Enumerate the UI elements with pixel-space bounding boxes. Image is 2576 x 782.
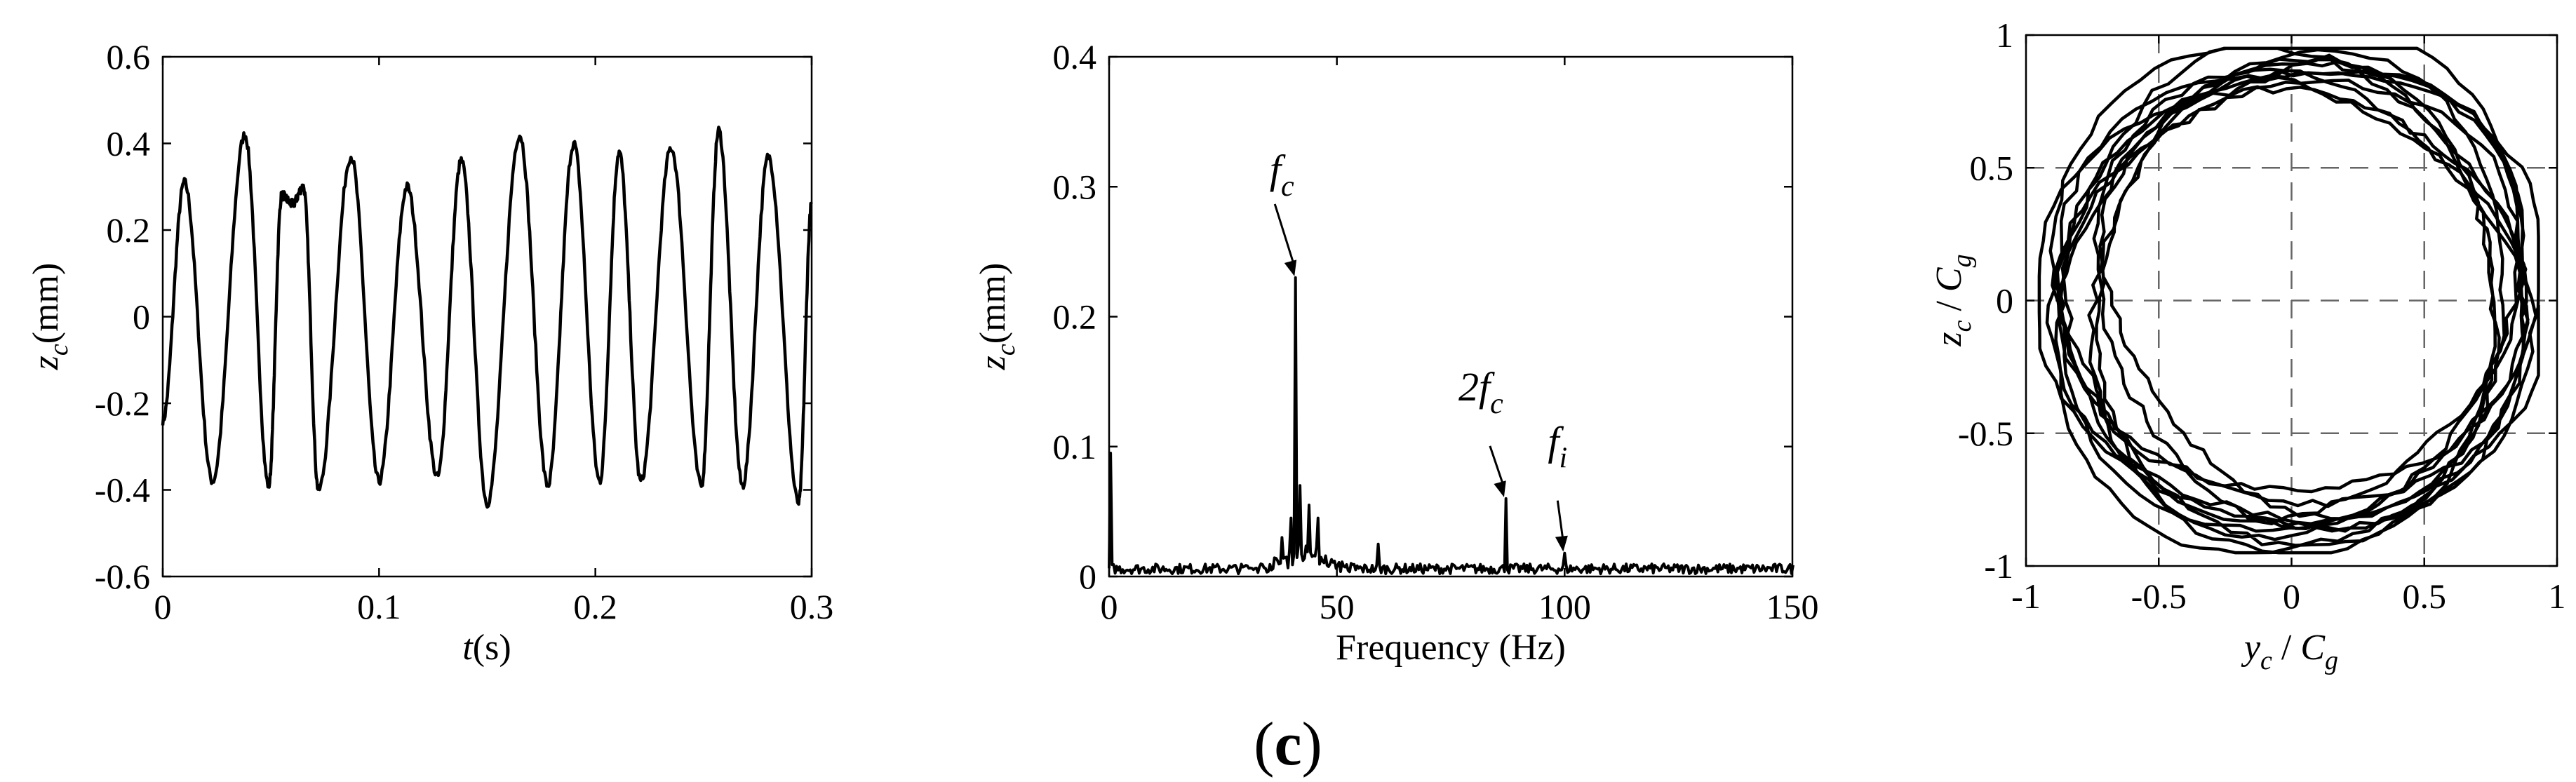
orbit-ytick-label: -0.5	[1958, 414, 2013, 453]
orbit-xlabel-sub: c	[2260, 646, 2272, 675]
spectrum-annotation-symbol: 2f	[1458, 364, 1495, 410]
time-domain-ylabel-sub: c	[44, 344, 74, 356]
spectrum-annotation-arrow	[1556, 500, 1564, 542]
orbit-ytick-label: -1	[1984, 546, 2013, 586]
orbit-xlabel-sub2: g	[2325, 646, 2338, 675]
orbit-ytick-label: 0.5	[1970, 148, 2014, 187]
orbit-xlabel: yc / Cg	[2241, 628, 2338, 675]
orbit-ylabel: zc / Cg	[1929, 254, 1977, 346]
spectrum-annotation-arrowhead	[1555, 535, 1568, 552]
orbit-ylabel-sub2: g	[1947, 254, 1977, 267]
orbit-xtick-label: 0.5	[2403, 577, 2447, 616]
time-domain-ylabel-unit: (mm)	[26, 263, 66, 344]
time-domain-ticks: 0 0.1 0.2 0.3 -0.6 -0.4 -0.2 0 0.2 0.4 0.6	[95, 37, 833, 626]
orbit-ylabel-symbol: z	[1929, 332, 1969, 346]
time-domain-ytick-label: 0.2	[107, 210, 151, 250]
caption-open: (	[1254, 710, 1274, 778]
time-domain-series-zc	[161, 126, 813, 509]
spectrum-ytick-label: 0	[1079, 557, 1096, 596]
spectrum-annotation-arrow	[1273, 203, 1296, 267]
time-domain-xtick-label: 0.3	[790, 587, 834, 626]
spectrum-annotation-arrowhead	[1494, 480, 1506, 497]
orbit-ytick-label: 1	[1996, 15, 2013, 55]
time-domain-ytick-label: -0.6	[95, 557, 150, 596]
orbit-xtick-label: -1	[2011, 577, 2041, 616]
spectrum-ticks: 0 50 100 150 0 0.1 0.2 0.3 0.4	[1053, 37, 1819, 626]
time-domain-xtick-label: 0.1	[357, 587, 401, 626]
time-domain-ytick-label: 0.6	[107, 37, 151, 76]
orbit-xlabel-symbol2: C	[2300, 628, 2326, 668]
spectrum-xtick-label: 150	[1766, 587, 1819, 626]
spectrum-xtick-label: 0	[1101, 587, 1118, 626]
orbit-series	[2037, 46, 2540, 555]
time-domain-ytick-label: -0.2	[95, 384, 150, 423]
time-domain-xtick-label: 0.2	[573, 587, 617, 626]
spectrum-annotation-sub: c	[1281, 170, 1294, 203]
spectrum-annotation-sub: c	[1490, 388, 1503, 420]
time-domain-ylabel-symbol: z	[26, 356, 66, 370]
spectrum-annotation-label: 2fc	[1458, 364, 1503, 420]
spectrum-series-zc	[1108, 276, 1795, 576]
time-domain-ytick-label: 0.4	[107, 124, 151, 163]
spectrum-annotation-label: fi	[1548, 419, 1567, 475]
time-domain-xtick-label: 0	[154, 587, 172, 626]
spectrum-xtick-label: 50	[1320, 587, 1355, 626]
orbit-xtick-label: -0.5	[2131, 577, 2187, 616]
time-domain-frame	[161, 55, 813, 578]
spectrum-annotation-sub: i	[1559, 443, 1568, 475]
spectrum-frame	[1108, 55, 1794, 578]
spectrum-xtick-label: 100	[1538, 587, 1591, 626]
caption-letter: c	[1274, 710, 1301, 778]
time-domain-xlabel: t(s)	[462, 628, 511, 668]
time-domain-ylabel: zc(mm)	[26, 263, 74, 371]
figure-caption: (c)	[1254, 710, 1322, 778]
orbit-xlabel-symbol: y	[2241, 628, 2261, 668]
orbit-ylabel-sub: c	[1947, 320, 1977, 332]
spectrum-xlabel: Frequency (Hz)	[1336, 628, 1566, 668]
spectrum-ylabel: zc(mm)	[973, 263, 1021, 371]
orbit-ylabel-sep: /	[1929, 292, 1969, 320]
spectrum-ylabel-sub: c	[991, 344, 1021, 356]
orbit-ytick-label: 0	[1996, 281, 2013, 321]
time-domain-ytick-label: -0.4	[95, 471, 150, 510]
orbit-ticks: -1 -0.5 0 0.5 1 -1 -0.5 0 0.5 1	[1958, 15, 2566, 616]
spectrum-ytick-label: 0.1	[1053, 427, 1097, 466]
time-domain-xlabel-symbol: t	[462, 628, 474, 668]
time-domain-chart: 0 0.1 0.2 0.3-0.6-0.4-0.200.20.40.6 zc(mm) …	[26, 37, 833, 668]
orbit-xlabel-sep: /	[2272, 628, 2300, 668]
spectrum-annotation-label: fc	[1270, 147, 1294, 203]
orbit-ylabel-symbol2: C	[1929, 267, 1969, 292]
spectrum-ytick-label: 0.4	[1053, 37, 1097, 76]
caption-close: )	[1302, 710, 1322, 778]
orbit-chart: -1 -0.5 0 0.5 1-1-0.500.51 zc / Cg yc / Cg	[1929, 15, 2566, 675]
time-domain-xlabel-unit: (s)	[473, 628, 511, 668]
time-domain-ytick-label: 0	[133, 297, 150, 337]
spectrum-ylabel-symbol: z	[973, 356, 1013, 370]
spectrum-annotation-arrow	[1489, 445, 1505, 488]
orbit-xtick-label: 1	[2549, 577, 2566, 616]
orbit-xtick-label: 0	[2283, 577, 2300, 616]
spectrum-annotation-arrowhead	[1284, 259, 1297, 276]
spectrum-ytick-label: 0.3	[1053, 167, 1097, 206]
spectrum-ytick-label: 0.2	[1053, 297, 1097, 337]
spectrum-ylabel-unit: (mm)	[973, 263, 1013, 344]
